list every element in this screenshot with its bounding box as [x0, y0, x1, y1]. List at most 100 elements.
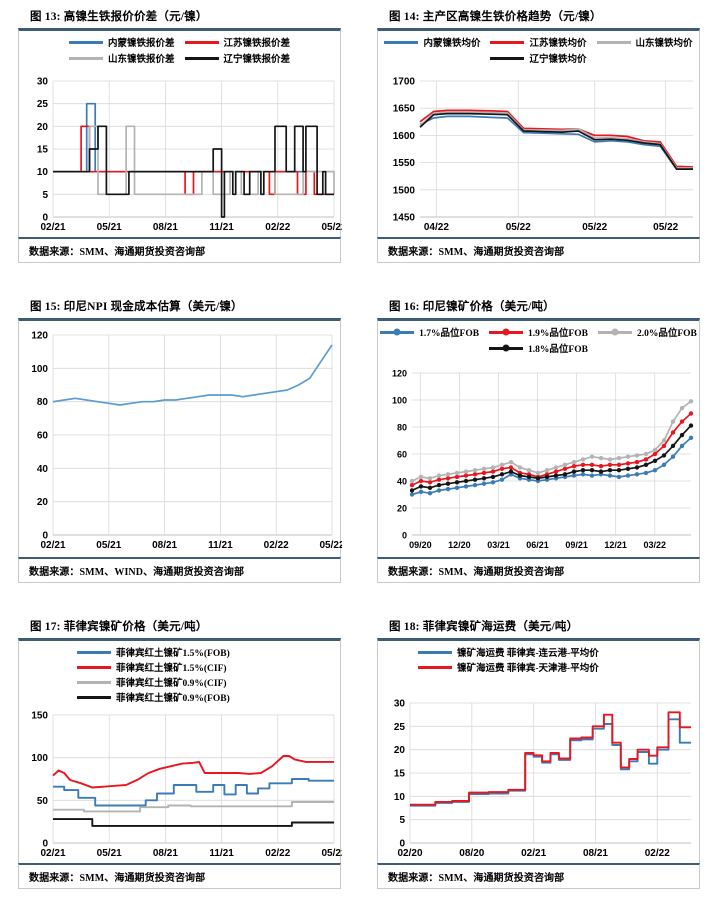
figure-cell-fig18: 图 18: 菲律宾镍矿海运费（美元/吨） 镍矿海运费 菲律宾-连云港-平均价 镍…: [359, 610, 718, 916]
svg-text:1700: 1700: [393, 77, 416, 88]
plot-area-fig16: 1.7%品位FOB 1.9%品位FOB 2.0%品位FOB 1.8%品位FOB: [378, 321, 699, 557]
svg-text:06/21: 06/21: [526, 540, 549, 550]
figure-cell-fig16: 图 16: 印尼镍矿价格（美元/吨） 1.7%品位FOB 1.9%品位FOB 2…: [359, 290, 718, 610]
svg-text:40: 40: [397, 477, 407, 487]
svg-text:1500: 1500: [393, 185, 416, 196]
plot-area-fig18: 镍矿海运费 菲律宾-连云港-平均价 镍矿海运费 菲律宾-天津港-平均价 0 5 10…: [378, 641, 699, 863]
figure-title-fig15: 图 15: 印尼NPI 现金成本估算（美元/镍）: [30, 301, 243, 313]
figure-panel-fig15: 0 20 40 60 80 100 120 02/21 05/21 08/21 11/21 02/22…: [18, 318, 342, 557]
svg-text:08/21: 08/21: [152, 540, 177, 551]
svg-text:0: 0: [42, 839, 48, 850]
svg-text:60: 60: [397, 450, 407, 460]
figure-title-fig16: 图 16: 印尼镍矿价格（美元/吨）: [389, 301, 555, 313]
svg-text:0: 0: [399, 839, 405, 850]
figure-panel-fig13: 内蒙镍铁报价差 江苏镍铁报价差 山东镍铁报价差 辽宁镍铁报价差: [18, 28, 342, 237]
svg-text:11/21: 11/21: [208, 540, 233, 551]
svg-text:03/22: 03/22: [643, 540, 666, 550]
chart-svg-fig18: 0 5 10 15 20 25 30 02/20 08/20 02/21 08/21 02/22: [394, 699, 691, 859]
svg-text:25: 25: [37, 99, 49, 110]
chart-svg-fig15: 0 20 40 60 80 100 120 02/21 05/21 08/21 11/21 02/22…: [31, 331, 342, 552]
svg-text:05/21: 05/21: [97, 848, 122, 859]
svg-text:05/22: 05/22: [506, 222, 531, 233]
chart-svg-fig17: 0 50 100 150 02/21 05/21 08/21 11/21 02/22 05/22: [31, 711, 342, 860]
svg-text:20: 20: [394, 745, 406, 756]
svg-text:10: 10: [37, 167, 49, 178]
svg-text:0: 0: [42, 213, 48, 224]
svg-text:11/21: 11/21: [209, 848, 234, 859]
svg-text:1650: 1650: [393, 104, 416, 115]
svg-text:05/22: 05/22: [653, 222, 678, 233]
svg-text:5: 5: [399, 815, 405, 826]
svg-text:15: 15: [394, 769, 406, 780]
svg-text:12/20: 12/20: [448, 540, 471, 550]
svg-text:02/21: 02/21: [521, 848, 546, 859]
svg-text:40: 40: [37, 464, 49, 475]
figure-source-fig13: 数据来源：SMM、海通期货投资咨询部: [18, 237, 341, 263]
figure-panel-fig18: 镍矿海运费 菲律宾-连云港-平均价 镍矿海运费 菲律宾-天津港-平均价 0 5 10…: [377, 638, 700, 863]
svg-text:02/20: 02/20: [397, 848, 422, 859]
figure-source-fig17: 数据来源：SMM、海通期货投资咨询部: [18, 863, 341, 889]
plot-area-fig17: 菲律宾红土镍矿1.5%(FOB) 菲律宾红土镍矿1.5%(CIF) 菲律宾红土镍…: [19, 641, 342, 863]
svg-text:80: 80: [397, 423, 407, 433]
svg-text:09/21: 09/21: [565, 540, 588, 550]
svg-text:15: 15: [37, 145, 49, 156]
svg-text:02/21: 02/21: [40, 848, 65, 859]
figure-panel-fig17: 菲律宾红土镍矿1.5%(FOB) 菲律宾红土镍矿1.5%(CIF) 菲律宾红土镍…: [18, 638, 342, 863]
svg-text:30: 30: [37, 77, 49, 88]
svg-text:02/22: 02/22: [265, 848, 290, 859]
plot-area-fig13: 内蒙镍铁报价差 江苏镍铁报价差 山东镍铁报价差 辽宁镍铁报价差: [19, 31, 342, 237]
svg-text:20: 20: [397, 504, 407, 514]
svg-text:05/22: 05/22: [321, 848, 342, 859]
svg-text:03/21: 03/21: [487, 540, 510, 550]
svg-text:100: 100: [31, 364, 48, 375]
figure-cell-fig17: 图 17: 菲律宾镍矿价格（美元/吨） 菲律宾红土镍矿1.5%(FOB) 菲律宾…: [0, 610, 359, 916]
plot-area-fig15: 0 20 40 60 80 100 120 02/21 05/21 08/21 11/21 02/22…: [19, 321, 342, 557]
plot-area-fig14: 内蒙镍铁均价 江苏镍铁均价 山东镍铁均价 辽宁镍铁均价 145: [378, 31, 699, 237]
svg-text:12/21: 12/21: [604, 540, 627, 550]
figure-source-fig15: 数据来源：SMM、WIND、海通期货投资咨询部: [18, 557, 341, 583]
svg-text:08/21: 08/21: [153, 848, 178, 859]
figure-title-fig14: 图 14: 主产区高镍生铁价格趋势（元/镍）: [389, 11, 602, 23]
svg-text:1600: 1600: [393, 131, 416, 142]
svg-text:80: 80: [37, 397, 49, 408]
figure-title-fig18: 图 18: 菲律宾镍矿海运费（美元/吨）: [389, 621, 579, 633]
svg-text:05/22: 05/22: [319, 540, 342, 551]
svg-text:0: 0: [402, 531, 407, 541]
svg-text:08/21: 08/21: [583, 848, 608, 859]
chart-svg-fig16: 0 20 40 60 80 100 120 09/20 12/20 03/21 06/21 09/21…: [392, 369, 694, 550]
svg-text:1450: 1450: [393, 213, 416, 224]
svg-text:20: 20: [37, 497, 49, 508]
svg-text:05/21: 05/21: [97, 222, 122, 233]
figure-source-fig18: 数据来源：SMM、海通期货投资咨询部: [377, 863, 700, 889]
svg-text:120: 120: [31, 331, 48, 342]
svg-text:08/21: 08/21: [153, 222, 178, 233]
svg-text:10: 10: [394, 792, 406, 803]
figure-panel-fig14: 内蒙镍铁均价 江苏镍铁均价 山东镍铁均价 辽宁镍铁均价 145: [377, 28, 700, 237]
svg-text:04/22: 04/22: [424, 222, 449, 233]
figure-cell-fig14: 图 14: 主产区高镍生铁价格趋势（元/镍） 内蒙镍铁均价 江苏镍铁均价 山东镍…: [359, 0, 718, 290]
svg-text:02/22: 02/22: [645, 848, 670, 859]
figure-cell-fig13: 图 13: 高镍生铁报价价差（元/镍） 内蒙镍铁报价差 江苏镍铁报价差 山东镍铁…: [0, 0, 359, 290]
figure-panel-fig16: 1.7%品位FOB 1.9%品位FOB 2.0%品位FOB 1.8%品位FOB: [377, 318, 700, 557]
figure-title-fig17: 图 17: 菲律宾镍矿价格（美元/吨）: [30, 621, 208, 633]
svg-text:100: 100: [392, 396, 407, 406]
chart-svg-fig13: 0 5 10 15 20 25 30 02/21 05/21 08/21 11/21 02/22 05/…: [37, 77, 342, 234]
svg-text:30: 30: [394, 699, 406, 710]
figure-source-fig14: 数据来源：SMM、海通期货投资咨询部: [377, 237, 700, 263]
svg-text:05/22: 05/22: [582, 222, 607, 233]
svg-text:120: 120: [392, 369, 407, 379]
figure-source-fig16: 数据来源：SMM、海通期货投资咨询部: [377, 557, 700, 583]
svg-text:08/20: 08/20: [459, 848, 484, 859]
svg-text:50: 50: [37, 796, 49, 807]
svg-text:20: 20: [37, 122, 49, 133]
svg-text:60: 60: [37, 431, 49, 442]
svg-text:11/21: 11/21: [209, 222, 234, 233]
svg-text:02/22: 02/22: [265, 222, 290, 233]
svg-text:5: 5: [42, 190, 48, 201]
svg-text:05/22: 05/22: [321, 222, 342, 233]
chart-svg-fig14: 1450 1500 1550 1600 1650 1700 04/22 05/22 05/22 0…: [393, 77, 694, 233]
svg-text:02/21: 02/21: [40, 222, 65, 233]
svg-text:150: 150: [31, 711, 48, 722]
svg-text:02/22: 02/22: [264, 540, 289, 551]
figure-cell-fig15: 图 15: 印尼NPI 现金成本估算（美元/镍） 0 20 40 60 80 100 120…: [0, 290, 359, 610]
